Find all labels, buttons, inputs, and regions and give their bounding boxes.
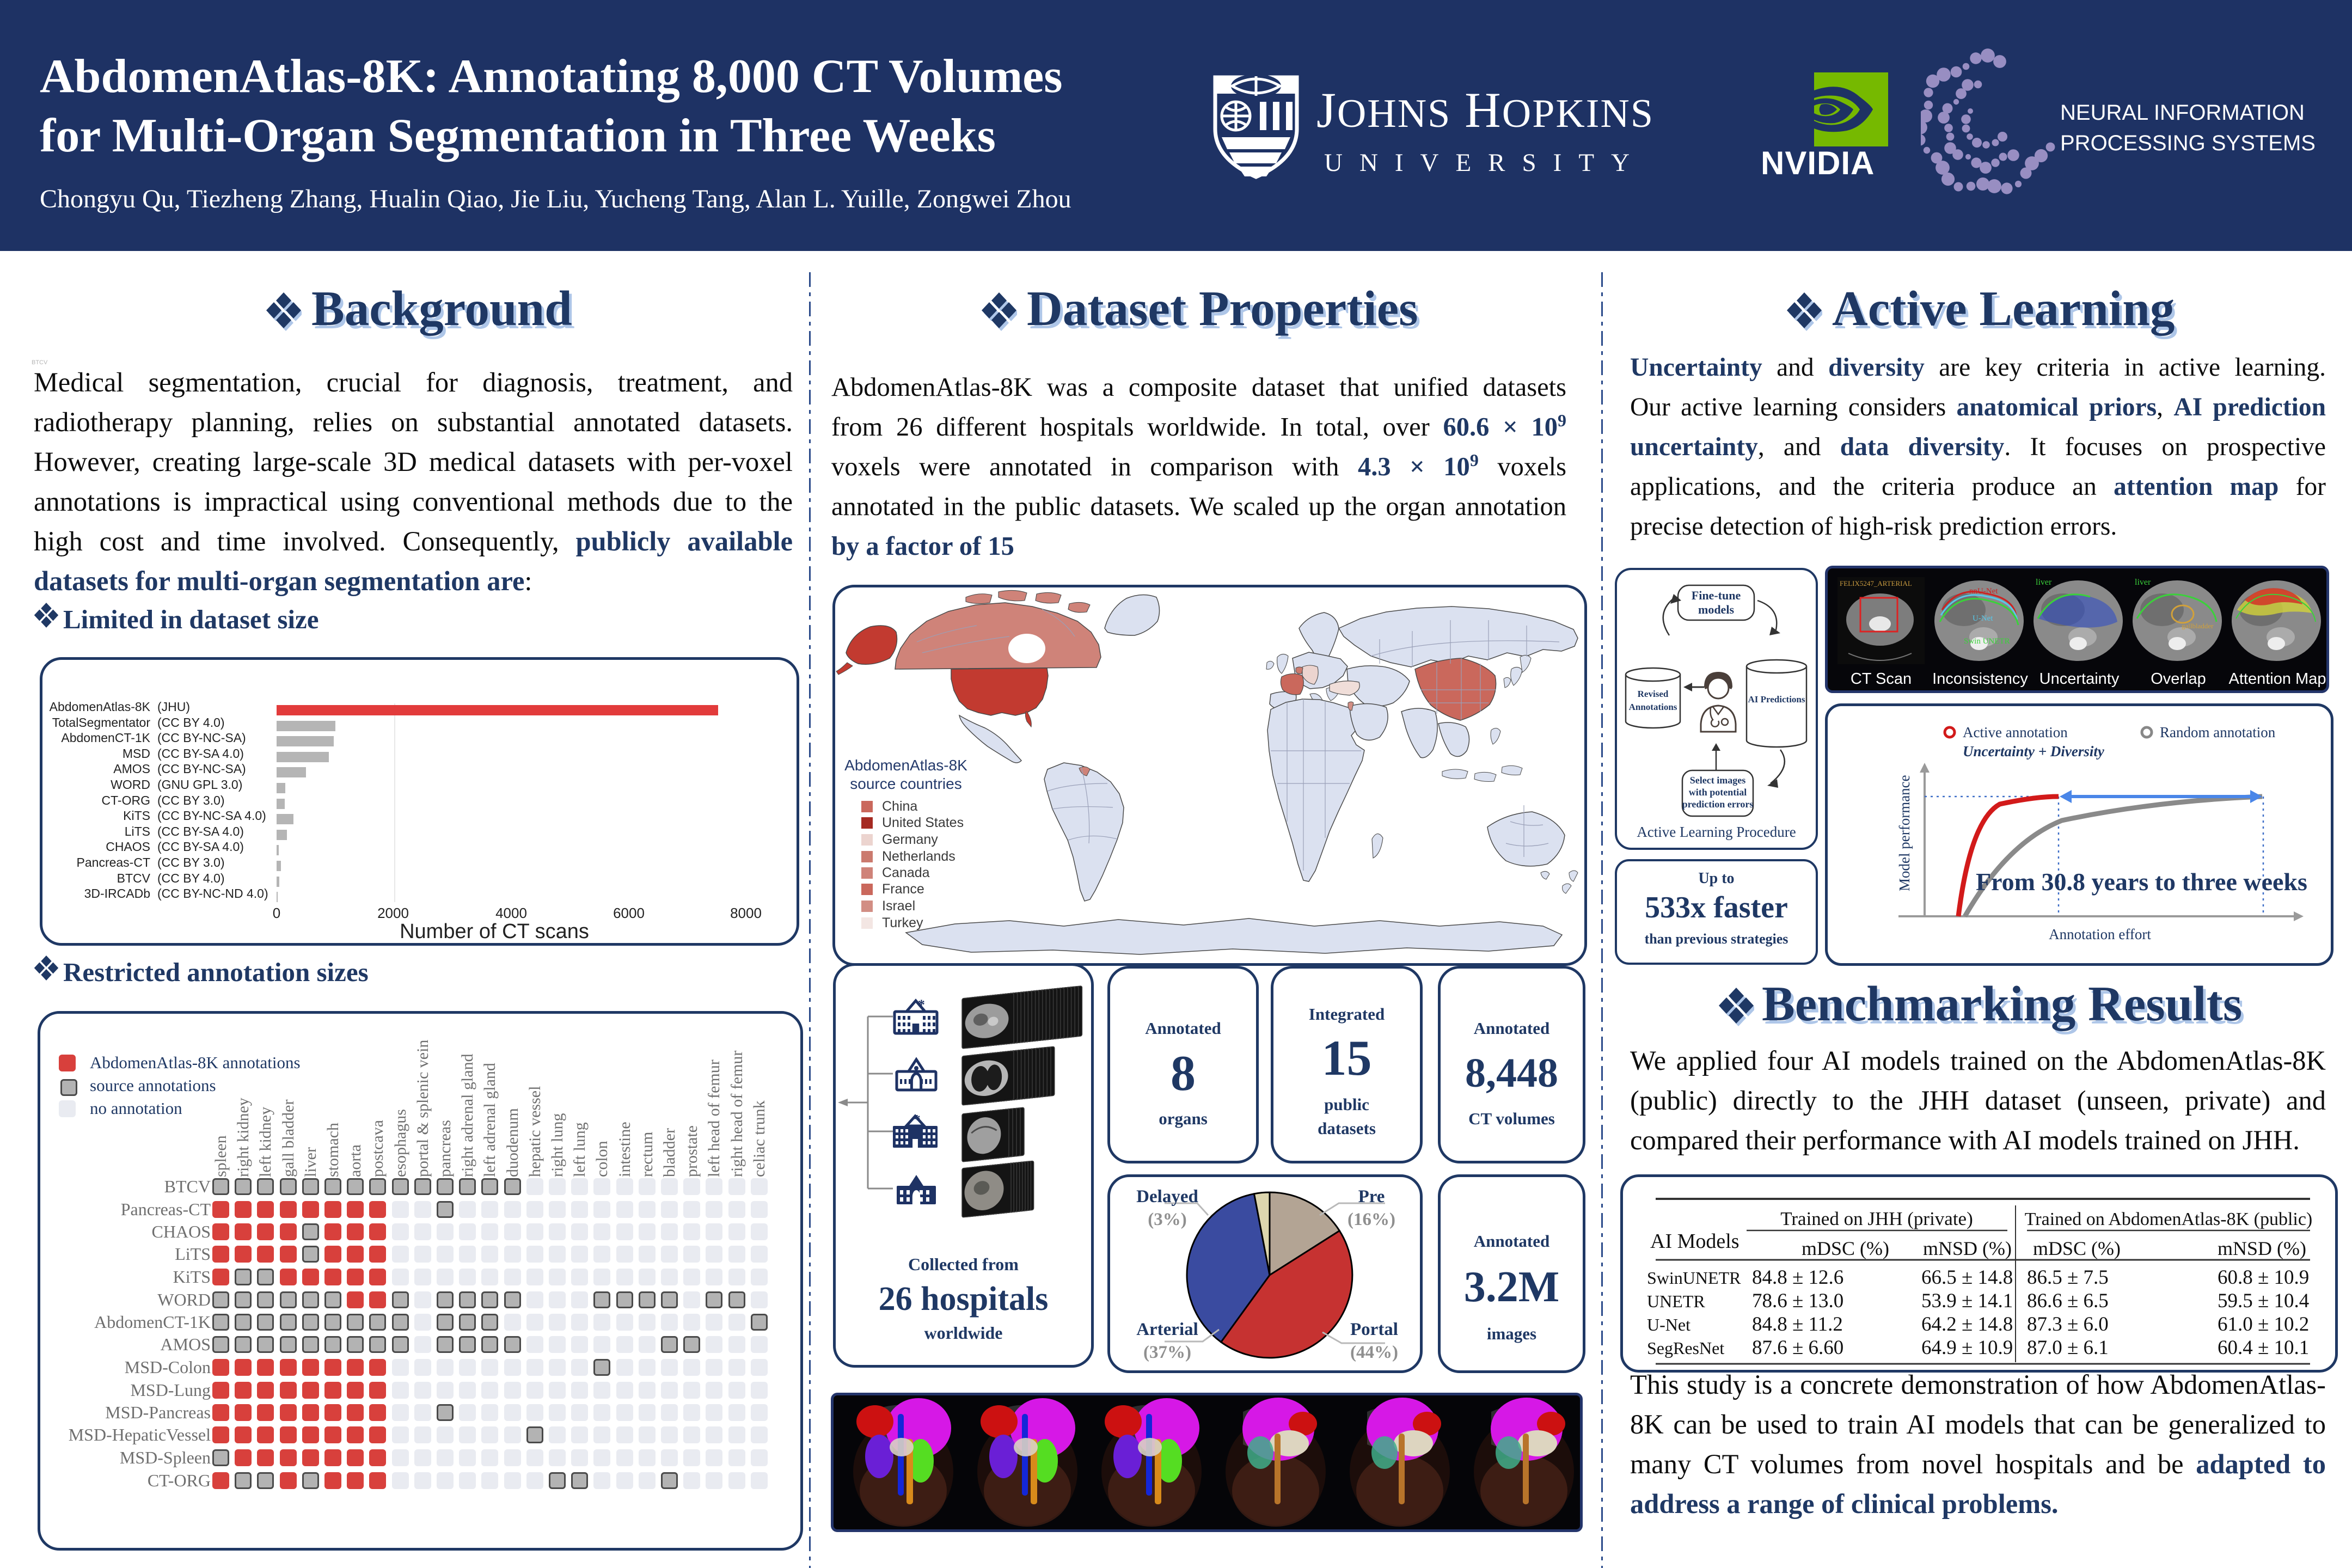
svg-text:liver: liver: [302, 1147, 320, 1177]
svg-text:PROCESSING SYSTEMS: PROCESSING SYSTEMS: [2060, 131, 2316, 155]
svg-text:colon: colon: [593, 1141, 611, 1177]
svg-text:Annotations: Annotations: [1629, 702, 1677, 712]
svg-text:nnU-Net: nnU-Net: [1969, 587, 1998, 596]
svg-text:mDSC (%): mDSC (%): [2033, 1238, 2121, 1259]
svg-text:portal & splenic vein: portal & splenic vein: [414, 1040, 432, 1177]
svg-text:Annotation effort: Annotation effort: [2049, 926, 2151, 942]
svg-text:China: China: [882, 799, 917, 814]
svg-text:liver: liver: [2135, 578, 2151, 587]
svg-text:stomach: stomach: [324, 1123, 342, 1177]
svg-text:Random annotation: Random annotation: [2160, 724, 2276, 740]
svg-text:SegResNet: SegResNet: [1647, 1338, 1724, 1358]
svg-text:87.6 ± 6.60: 87.6 ± 6.60: [1752, 1337, 1843, 1359]
svg-text:78.6 ± 13.0: 78.6 ± 13.0: [1752, 1290, 1843, 1312]
svg-text:intestine: intestine: [616, 1122, 634, 1177]
svg-text:61.0 ± 10.2: 61.0 ± 10.2: [2218, 1313, 2309, 1336]
svg-text:86.6 ± 6.5: 86.6 ± 6.5: [2027, 1290, 2109, 1312]
svg-text:Fine-tune: Fine-tune: [1692, 589, 1741, 602]
svg-text:bladder: bladder: [660, 1128, 678, 1177]
svg-text:left adrenal gland: left adrenal gland: [481, 1063, 499, 1177]
svg-text:U-Net: U-Net: [1973, 614, 1993, 623]
svg-text:Overlap: Overlap: [2151, 670, 2206, 688]
svg-text:AbdomenAtlas-8K: AbdomenAtlas-8K: [844, 757, 967, 774]
svg-text:FELIX5247_ARTERIAL: FELIX5247_ARTERIAL: [1840, 579, 1912, 587]
svg-text:right lung: right lung: [548, 1113, 566, 1178]
svg-text:*: *: [914, 1113, 921, 1127]
svg-text:AI Predictions: AI Predictions: [1748, 694, 1805, 705]
svg-text:gallbladder: gallbladder: [2182, 622, 2214, 630]
svg-text:prediction errors: prediction errors: [1682, 799, 1754, 810]
svg-text:Trained on JHH (private): Trained on JHH (private): [1780, 1208, 1973, 1229]
svg-text:source countries: source countries: [850, 775, 961, 792]
svg-text:60.4 ± 10.1: 60.4 ± 10.1: [2218, 1337, 2309, 1359]
svg-text:gall bladder: gall bladder: [279, 1100, 297, 1177]
svg-text:Attention Map: Attention Map: [2229, 670, 2326, 688]
svg-text:66.5 ± 14.8: 66.5 ± 14.8: [1921, 1266, 2013, 1289]
svg-text:left kidney: left kidney: [256, 1107, 274, 1177]
svg-text:mDSC (%): mDSC (%): [1802, 1238, 1889, 1259]
svg-text:rectum: rectum: [638, 1132, 656, 1177]
svg-text:Uncertainty: Uncertainty: [2039, 670, 2120, 688]
svg-text:celiac trunk: celiac trunk: [750, 1100, 768, 1177]
svg-text:postcava: postcava: [369, 1120, 387, 1177]
svg-text:prostate: prostate: [683, 1125, 701, 1177]
svg-text:France: France: [882, 881, 924, 897]
svg-text:59.5 ± 10.4: 59.5 ± 10.4: [2218, 1290, 2309, 1312]
svg-text:Israel: Israel: [882, 898, 915, 914]
svg-text:86.5 ± 7.5: 86.5 ± 7.5: [2027, 1266, 2109, 1289]
svg-text:liver: liver: [2036, 578, 2052, 587]
svg-text:Inconsistency: Inconsistency: [1932, 670, 2028, 688]
svg-text:JOHNS HOPKINS: JOHNS HOPKINS: [1316, 82, 1654, 138]
svg-text:spleen: spleen: [212, 1135, 230, 1177]
svg-text:SwinUNETR: SwinUNETR: [1647, 1268, 1741, 1288]
svg-text:Germany: Germany: [882, 832, 938, 847]
svg-text:64.2 ± 14.8: 64.2 ± 14.8: [1921, 1313, 2013, 1336]
svg-text:mNSD (%): mNSD (%): [2218, 1238, 2306, 1259]
svg-text:models: models: [1698, 603, 1734, 616]
svg-text:Canada: Canada: [882, 865, 930, 880]
svg-text:UNIVERSITY: UNIVERSITY: [1324, 149, 1646, 177]
svg-text:pancreas: pancreas: [436, 1120, 454, 1177]
svg-text:right kidney: right kidney: [234, 1098, 252, 1177]
svg-text:Trained on AbdomenAtlas-8K (pu: Trained on AbdomenAtlas-8K (public): [2025, 1209, 2313, 1229]
svg-text:U-Net: U-Net: [1647, 1315, 1690, 1334]
svg-text:87.0 ± 6.1: 87.0 ± 6.1: [2027, 1337, 2109, 1359]
svg-text:60.8 ± 10.9: 60.8 ± 10.9: [2218, 1266, 2309, 1289]
svg-text:Turkey: Turkey: [882, 915, 923, 930]
svg-text:53.9 ± 14.1: 53.9 ± 14.1: [1921, 1290, 2013, 1312]
svg-text:AI Models: AI Models: [1650, 1230, 1739, 1253]
svg-text:Netherlands: Netherlands: [882, 849, 955, 864]
svg-text:Select images: Select images: [1690, 775, 1745, 786]
svg-text:84.8 ± 11.2: 84.8 ± 11.2: [1752, 1313, 1843, 1336]
svg-text:right head of femur: right head of femur: [728, 1051, 746, 1177]
svg-text:64.9 ± 10.9: 64.9 ± 10.9: [1921, 1337, 2013, 1359]
svg-text:*: *: [918, 997, 925, 1013]
svg-text:United States: United States: [882, 815, 964, 830]
svg-text:84.8 ± 12.6: 84.8 ± 12.6: [1752, 1266, 1843, 1289]
svg-text:aorta: aorta: [346, 1144, 364, 1177]
svg-text:left lung: left lung: [571, 1122, 589, 1177]
svg-text:NVIDIA: NVIDIA: [1761, 145, 1875, 181]
svg-text:Swin UNETR: Swin UNETR: [1964, 637, 2010, 646]
svg-text:NEURAL INFORMATION: NEURAL INFORMATION: [2060, 101, 2305, 125]
svg-text:right adrenal gland: right adrenal gland: [458, 1054, 476, 1177]
svg-text:left head of femur: left head of femur: [705, 1059, 723, 1177]
svg-text:Active annotation: Active annotation: [1963, 724, 2068, 740]
svg-text:esophagus: esophagus: [391, 1109, 409, 1177]
svg-text:87.3 ± 6.0: 87.3 ± 6.0: [2027, 1313, 2109, 1336]
svg-text:UNETR: UNETR: [1647, 1291, 1705, 1311]
svg-text:Revised: Revised: [1638, 689, 1669, 699]
svg-text:duodenum: duodenum: [504, 1108, 522, 1177]
svg-text:CT Scan: CT Scan: [1851, 670, 1912, 688]
svg-text:hepatic vessel: hepatic vessel: [526, 1086, 544, 1177]
svg-text:Uncertainty + Diversity: Uncertainty + Diversity: [1963, 743, 2105, 759]
svg-text:mNSD (%): mNSD (%): [1923, 1238, 2012, 1259]
svg-text:with potential: with potential: [1689, 787, 1747, 798]
svg-text:Model performance: Model performance: [1896, 775, 1913, 891]
